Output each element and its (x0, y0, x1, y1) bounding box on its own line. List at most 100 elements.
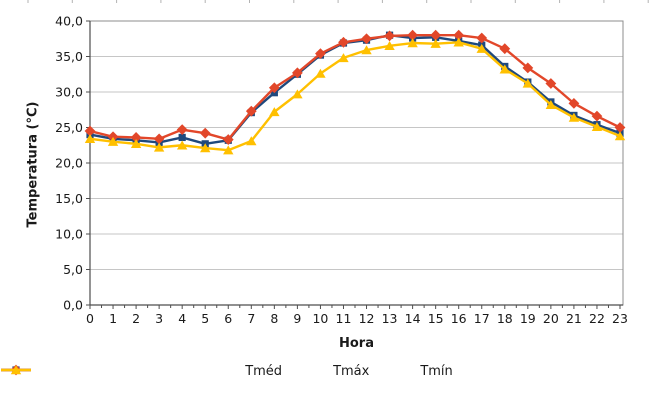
legend: Tméd Tmáx Tmín (0, 364, 663, 379)
x-axis-title: Hora (339, 336, 374, 351)
x-tick-label: 14 (405, 311, 421, 326)
legend-label-tmax: Tmáx (333, 364, 370, 379)
x-tick-label: 15 (428, 311, 444, 326)
data-point-marker (107, 131, 119, 143)
x-tick-label: 22 (589, 311, 605, 326)
x-tick-label: 19 (520, 311, 536, 326)
y-tick-label: 30,0 (55, 85, 83, 100)
data-point-marker (84, 125, 96, 137)
data-point-marker (338, 53, 349, 63)
data-point-marker (407, 29, 419, 41)
series-tmed (86, 31, 624, 148)
legend-label-tmed: Tméd (245, 364, 283, 379)
data-point-marker (315, 48, 326, 60)
data-point-marker (269, 107, 280, 117)
x-tick-label: 7 (247, 311, 255, 326)
data-point-marker (130, 139, 142, 149)
y-tick-label: 0,0 (63, 298, 83, 313)
x-tick-label: 23 (612, 311, 628, 326)
x-tick-label: 10 (312, 311, 328, 326)
data-point-marker (361, 45, 372, 55)
tmin-triangle-marker-icon (1, 365, 417, 378)
y-tick-label: 10,0 (55, 227, 83, 242)
x-tick-label: 4 (178, 311, 186, 326)
data-point-marker (522, 78, 534, 88)
series-line (89, 34, 621, 141)
x-tick-label: 13 (382, 311, 398, 326)
data-point-marker (361, 33, 372, 45)
x-tick-label: 17 (474, 311, 490, 326)
data-point-marker (315, 68, 326, 78)
data-point-marker (153, 133, 165, 145)
series-tmin (84, 37, 626, 155)
legend-marker (10, 365, 22, 375)
data-point-marker (545, 78, 557, 89)
data-point-marker (291, 67, 303, 79)
y-axis-title: Temperatura (°C) (25, 101, 41, 228)
x-tick-label: 11 (336, 311, 352, 326)
data-point-marker (476, 32, 488, 44)
x-tick-label: 6 (224, 311, 232, 326)
data-point-marker (153, 142, 165, 152)
data-point-marker (84, 134, 96, 144)
x-tick-label: 2 (132, 311, 140, 326)
data-point-marker (499, 64, 510, 74)
legend-item-tmed: Tméd (1, 364, 283, 379)
data-point-marker (476, 43, 487, 53)
data-point-marker (178, 133, 186, 142)
data-point-marker (591, 110, 603, 122)
legend-item-tmin: Tmín (1, 364, 453, 379)
data-point-marker (453, 37, 464, 47)
x-tick-label: 9 (293, 311, 301, 326)
data-point-marker (384, 30, 395, 42)
x-tick-label: 12 (359, 311, 375, 326)
y-tick-label: 35,0 (55, 49, 83, 64)
data-point-marker (292, 89, 303, 99)
data-point-marker (245, 105, 257, 117)
data-point-marker (591, 121, 603, 131)
data-point-marker (338, 36, 349, 48)
data-point-marker (268, 82, 280, 94)
data-point-marker (453, 29, 465, 41)
y-tick-label: 25,0 (55, 120, 83, 135)
data-point-marker (176, 140, 188, 150)
y-tick-label: 40,0 (55, 14, 83, 29)
data-point-marker (222, 134, 234, 145)
x-tick-label: 5 (201, 311, 209, 326)
data-point-marker (614, 122, 626, 133)
x-tick-label: 8 (270, 311, 278, 326)
data-point-marker (223, 145, 234, 155)
data-point-marker (407, 38, 418, 48)
data-point-marker (499, 43, 511, 55)
data-point-marker (430, 38, 441, 48)
data-point-marker (568, 97, 580, 109)
data-point-marker (246, 136, 257, 146)
y-tick-label: 15,0 (55, 191, 83, 206)
series-tmax (84, 29, 626, 145)
x-tick-label: 3 (155, 311, 163, 326)
x-tick-label: 18 (497, 311, 513, 326)
tmax-diamond-marker-icon (1, 364, 330, 378)
y-tick-label: 5,0 (63, 262, 83, 277)
x-tick-label: 0 (86, 311, 94, 326)
data-point-marker (199, 127, 211, 139)
x-tick-label: 21 (566, 311, 582, 326)
x-tick-label: 20 (543, 311, 559, 326)
data-point-marker (200, 143, 211, 153)
x-tick-label: 16 (451, 311, 467, 326)
legend-label-tmin: Tmín (420, 364, 453, 379)
legend-item-tmax: Tmáx (1, 364, 370, 379)
data-point-marker (107, 136, 119, 146)
data-point-marker (176, 124, 188, 136)
data-point-marker (568, 112, 580, 122)
x-tick-label: 1 (109, 311, 117, 326)
data-point-marker (384, 41, 395, 51)
data-point-marker (130, 132, 142, 143)
data-point-marker (545, 99, 557, 109)
data-point-marker (522, 62, 534, 74)
data-point-marker (614, 131, 626, 141)
y-tick-label: 20,0 (55, 156, 83, 171)
tmed-square-marker-icon (1, 366, 242, 378)
